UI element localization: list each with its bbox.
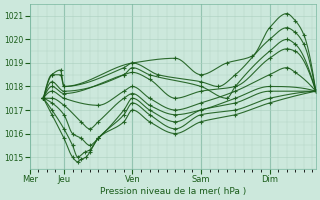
X-axis label: Pression niveau de la mer( hPa ): Pression niveau de la mer( hPa ) <box>100 187 246 196</box>
